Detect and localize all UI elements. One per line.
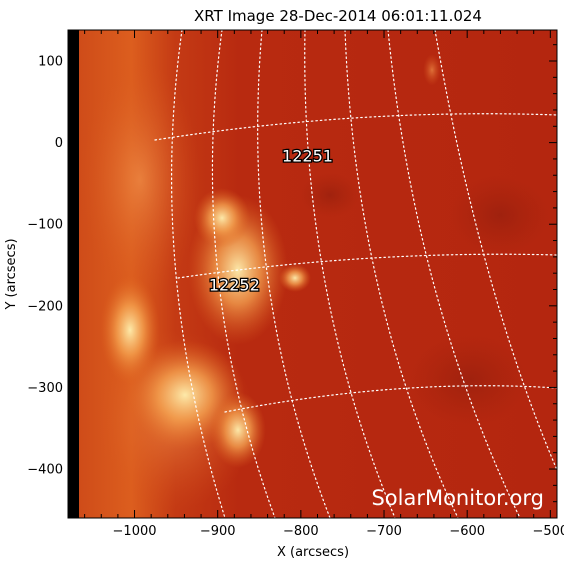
grid-line: [154, 113, 557, 141]
x-axis-label: X (arcsecs): [277, 545, 349, 560]
limb-glow-upper: [80, 60, 200, 300]
grid-line: [304, 30, 396, 518]
y-axis: 100 0 −100 −200 −300 −400: [27, 44, 557, 519]
y-tick-label: 0: [55, 136, 63, 151]
grid-line: [344, 30, 459, 518]
bright-kernel-east: [279, 264, 311, 292]
limb-plume: [100, 275, 160, 385]
y-tick-label: −200: [27, 299, 63, 314]
dark-region-east: [450, 175, 550, 255]
grid-line: [211, 30, 276, 518]
x-tick-label: −700: [366, 524, 402, 539]
dark-region-southeast: [410, 335, 530, 425]
dark-region-center: [300, 173, 360, 217]
y-tick-label: −100: [27, 218, 63, 233]
grid-line: [387, 30, 521, 518]
y-tick-label: 100: [38, 55, 63, 70]
x-axis: −1000 −900 −800 −700 −600 −500: [67, 30, 564, 539]
solar-image: [68, 30, 557, 518]
watermark: SolarMonitor.org: [371, 486, 544, 510]
active-region-label: 12252: [209, 275, 260, 294]
bright-loops-southeast: [210, 392, 266, 468]
image-title: XRT Image 28-Dec-2014 06:01:11.024: [194, 7, 482, 25]
x-tick-label: −900: [200, 524, 236, 539]
grid-line: [224, 385, 557, 413]
x-tick-label: −600: [449, 524, 485, 539]
x-tick-label: −800: [283, 524, 319, 539]
x-tick-label: −500: [532, 524, 564, 539]
active-region-labels: 12251 12252: [208, 145, 335, 295]
grid-line: [177, 253, 557, 279]
heliographic-grid: [154, 30, 557, 518]
plot-frame: [67, 29, 558, 519]
y-tick-label: −400: [27, 463, 63, 478]
bright-loops-north: [194, 188, 250, 248]
active-region-label: 12251: [282, 146, 333, 165]
x-tick-label: −1000: [113, 524, 157, 539]
grid-line: [170, 30, 226, 518]
off-disk-space-strip: [68, 30, 79, 518]
y-axis-label: Y (arcsecs): [4, 238, 19, 310]
grid-line: [257, 30, 331, 518]
y-tick-label: −300: [27, 381, 63, 396]
bright-point-northeast: [423, 54, 441, 86]
